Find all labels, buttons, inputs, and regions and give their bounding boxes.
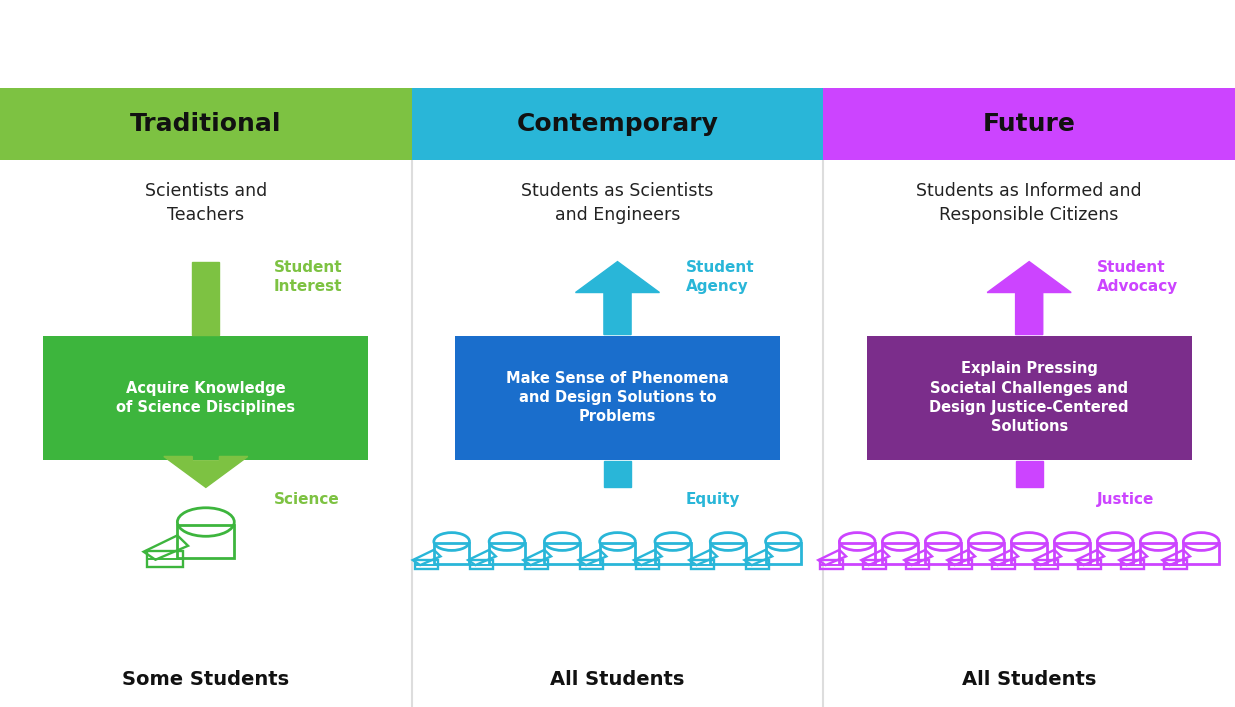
Text: Future: Future [983,112,1076,136]
Text: All Students: All Students [551,670,684,689]
FancyBboxPatch shape [454,336,781,460]
Text: All Students: All Students [962,670,1097,689]
FancyArrow shape [604,461,631,487]
Text: Explain Pressing
Societal Challenges and
Design Justice-Centered
Solutions: Explain Pressing Societal Challenges and… [930,361,1129,434]
Text: Make Sense of Phenomena
and Design Solutions to
Problems: Make Sense of Phenomena and Design Solut… [506,371,729,424]
Text: Student
Agency: Student Agency [685,260,755,294]
Text: Scientists and
Teachers: Scientists and Teachers [144,182,267,223]
Text: Contemporary: Contemporary [516,112,719,136]
FancyBboxPatch shape [867,336,1192,460]
FancyArrow shape [193,262,220,334]
Text: Traditional: Traditional [130,112,282,136]
Text: Acquire Knowledge
of Science Disciplines: Acquire Knowledge of Science Disciplines [116,380,295,415]
Text: Student
Advocacy: Student Advocacy [1097,260,1178,294]
Text: Student
Interest: Student Interest [274,260,342,294]
FancyArrow shape [164,457,248,487]
Text: Students as Informed and
Responsible Citizens: Students as Informed and Responsible Cit… [916,182,1142,223]
FancyBboxPatch shape [824,88,1235,160]
FancyBboxPatch shape [0,88,411,160]
FancyBboxPatch shape [43,336,368,460]
Text: Science: Science [274,492,340,507]
Text: Equity: Equity [685,492,740,507]
FancyArrow shape [576,262,659,334]
FancyArrow shape [1015,461,1042,487]
Text: Students as Scientists
and Engineers: Students as Scientists and Engineers [521,182,714,223]
FancyArrow shape [987,262,1071,334]
Text: Justice: Justice [1097,492,1155,507]
Text: Some Students: Some Students [122,670,289,689]
FancyBboxPatch shape [411,88,824,160]
Text: Science Instructional Shifts: Science Instructional Shifts [295,23,940,65]
